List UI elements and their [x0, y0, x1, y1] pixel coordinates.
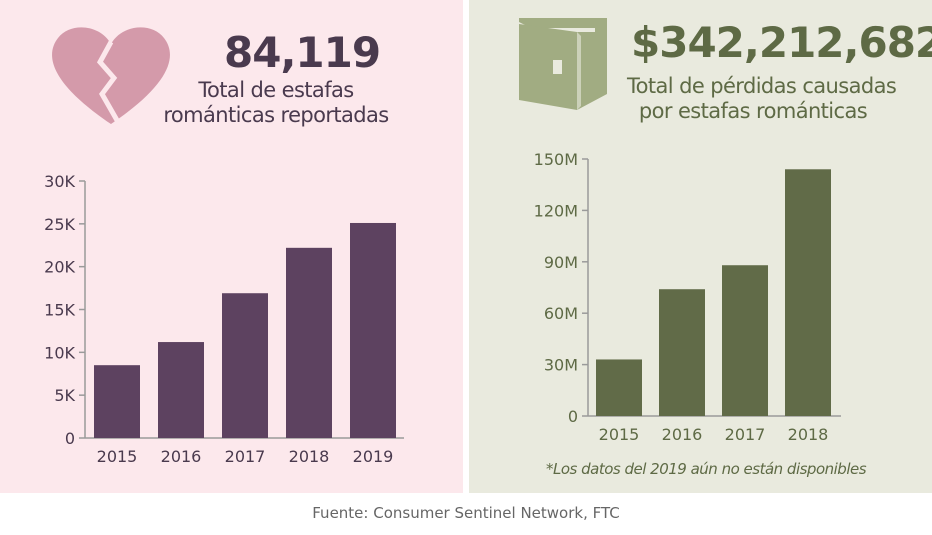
source-credit: Fuente: Consumer Sentinel Network, FTC [312, 504, 620, 522]
reports-total-headline: 84,119 [224, 28, 381, 77]
losses-y-tick-label: 30M [544, 356, 578, 375]
reports-x-tick-label-2015: 2015 [97, 447, 138, 466]
reports-y-tick-label: 15K [44, 301, 75, 320]
losses-total-subtitle: Total de pérdidas causadas por estafas r… [627, 74, 897, 124]
losses-y-tick-label: 150M [534, 150, 578, 169]
reports-total-subtitle: Total de estafas románticas reportadas [160, 78, 392, 128]
losses-x-tick-label-2017: 2017 [725, 425, 766, 444]
romance-scams-reports-panel: 84,119 Total de estafas románticas repor… [0, 0, 463, 493]
reports-bar-chart: 0 5K 10K 15K 20K 25K 30K 2015 2016 2017 2018 2019 [44, 172, 404, 466]
losses-bar-chart: 0 30M 60M 90M 120M 150M 2015 2016 2017 2018 [534, 150, 841, 444]
losses-footnote: *Los datos del 2019 aún no están disponi… [546, 460, 867, 478]
reports-x-tick-label-2017: 2017 [225, 447, 266, 466]
losses-x-tick-label-2015: 2015 [599, 425, 640, 444]
reports-x-tick-label-2018: 2018 [289, 447, 330, 466]
reports-x-tick-label-2016: 2016 [161, 447, 202, 466]
reports-x-tick-label-2019: 2019 [353, 447, 394, 466]
losses-bar-2018 [785, 169, 831, 416]
losses-x-tick-label-2018: 2018 [788, 425, 829, 444]
reports-subtitle-line2: románticas reportadas [163, 103, 389, 127]
losses-bar-2015 [596, 359, 642, 416]
losses-subtitle-line1: Total de pérdidas causadas [627, 74, 897, 98]
romance-scams-losses-panel: $342,212,682* Total de pérdidas causadas… [469, 0, 932, 493]
reports-y-tick-label: 30K [44, 172, 75, 191]
losses-y-tick-label: 60M [544, 304, 578, 323]
losses-x-tick-label-2016: 2016 [662, 425, 703, 444]
losses-subtitle-line2: por estafas románticas [638, 99, 868, 123]
reports-bar-2018 [286, 247, 332, 438]
reports-y-tick-label: 0 [65, 429, 75, 448]
reports-bar-2019 [350, 222, 396, 438]
reports-y-tick-label: 25K [44, 215, 75, 234]
reports-bar-2017 [222, 293, 268, 438]
reports-y-tick-label: 20K [44, 258, 75, 277]
losses-y-tick-label: 0 [568, 407, 578, 426]
broken-heart-icon [52, 27, 170, 125]
losses-bar-2017 [722, 265, 768, 416]
wallet-icon [519, 18, 607, 110]
reports-subtitle-line1: Total de estafas [198, 78, 354, 102]
losses-total-headline: $342,212,682* [631, 18, 932, 67]
losses-y-tick-label: 120M [534, 201, 578, 220]
reports-bar-2015 [94, 365, 140, 438]
reports-y-tick-label: 10K [44, 343, 75, 362]
reports-y-tick-label: 5K [54, 386, 75, 405]
reports-bar-2016 [158, 342, 204, 438]
losses-bar-2016 [659, 289, 705, 416]
losses-y-tick-label: 90M [544, 253, 578, 272]
